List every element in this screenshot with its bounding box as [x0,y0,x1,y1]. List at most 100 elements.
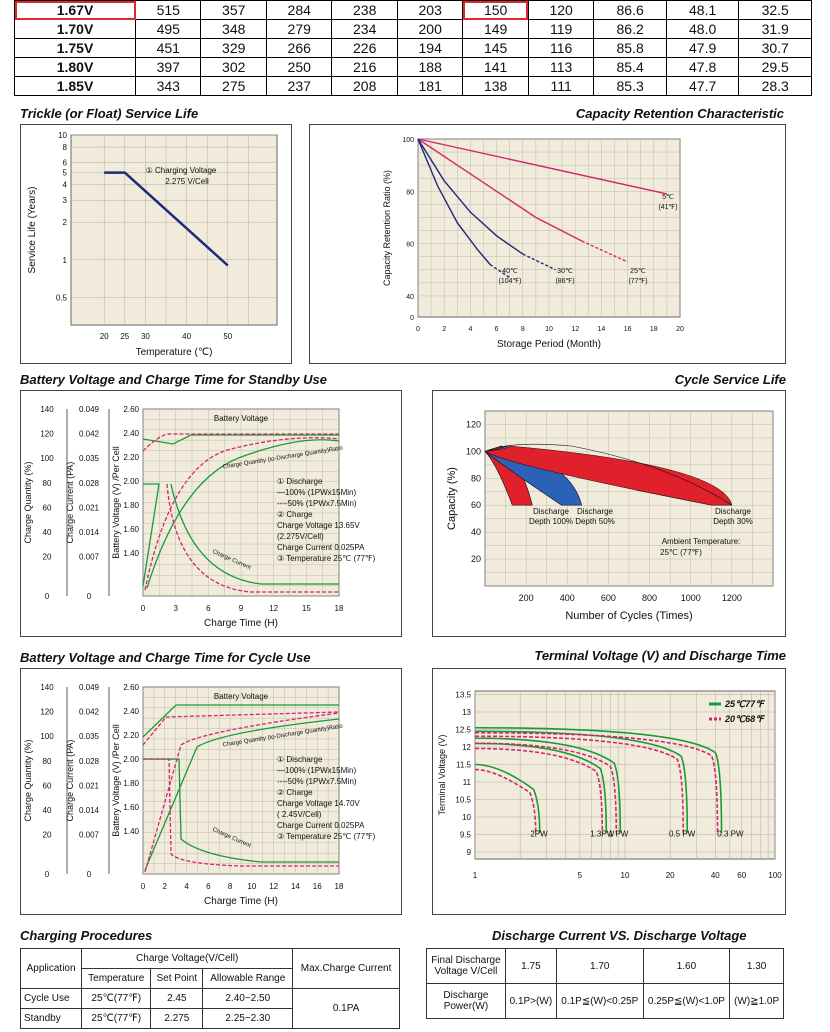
note-line: ( 2.45V/Cell) [277,810,322,819]
y3-tick-label: 2.20 [123,453,139,462]
series-line [417,138,668,195]
cycle-use-title: Battery Voltage and Charge Time for Cycl… [20,650,311,665]
dt-h1: Final Discharge [431,955,501,966]
table-cell: 181 [396,76,464,96]
y1-tick-label: 0 [45,592,50,601]
x-tick-label: 18 [650,326,658,333]
dt-p1: Discharge [443,990,489,1001]
table-cell: 119 [527,19,595,39]
y2-tick-label: 0.021 [79,781,100,790]
y1-tick-label: 60 [43,503,52,512]
trickle-title: Trickle (or Float) Service Life [20,106,199,121]
y3-tick-label: 2.40 [123,707,139,716]
series-label: 40℃ [502,268,518,275]
y1-tick-label: 140 [40,405,54,414]
table-cell: 200 [396,19,464,39]
battery-voltage-line [142,434,339,445]
battery-voltage-label: Battery Voltage [214,692,269,701]
x-tick-label: 14 [598,326,606,333]
dt-h2: Voltage V/Cell [434,966,498,977]
y-tick-label: 6 [63,159,68,168]
table-cell: 31.9 [738,19,812,39]
y-tick-label: 10 [58,131,67,140]
note-line: —100% (1PWx15Min) [277,766,356,775]
cycle-life-chart: 200 400 600 800 1000 1200 120 100 80 60 40 20 Number… [446,410,774,622]
y-tick-label: 13 [462,708,471,717]
voltage-curve-20 [474,735,685,833]
y-tick-label: 100 [402,137,414,144]
y1-axis-label: Charge Quantity (%) [23,739,33,821]
voltage-curve-20 [474,742,618,833]
charge-quantity-line-50 [144,712,340,873]
battery-voltage-label: Battery Voltage [214,414,269,423]
x-tick-label: 1200 [722,593,742,603]
series-label: Depth 30% [713,517,753,526]
table-cell: 397 [134,57,202,77]
y-tick-label: 3 [63,196,68,205]
note-line: ③ Temperature 25℃ (77℉) [277,832,376,841]
table-cell: 28.3 [738,76,812,96]
table-cell: 48.0 [665,19,740,39]
y-tick-label: 9.5 [460,831,472,840]
x-tick-label: 10 [545,326,553,333]
annotation: Ambient Temperature: [662,537,741,546]
dt-v0: 1.75 [504,948,557,984]
service-life-line [104,171,229,267]
series-label: 5℃ [662,194,674,201]
voltage-curve-20 [474,731,719,833]
series-label: (86℉) [555,278,574,285]
y3-tick-label: 2.00 [123,755,139,764]
y2-tick-label: 0 [87,870,92,879]
series-extension [581,240,628,263]
y-tick-label: 60 [406,242,414,249]
y2-tick-label: 0.007 [79,831,100,840]
charge-quantity-line-50 [144,437,340,591]
x-tick-label: 1 [473,871,478,880]
final-voltage-cell: 1.85V [14,76,136,96]
note-line: Charge Current 0.025PA [277,821,365,830]
series-line [417,138,524,255]
y-tick-label: 12.5 [455,726,471,735]
table-cell: 29.5 [738,57,812,77]
table-cell: 138 [462,76,529,96]
y-tick-label: 0.5 [56,293,68,302]
y-tick-label: 11.5 [456,761,472,770]
table-cell: 343 [134,76,202,96]
capacity-chart: 0 2 4 6 8 10 12 14 16 18 20 100 80 60 40 0 Storage Perio… [382,137,684,350]
charge-quantity-line [144,718,340,871]
y-tick-label: 40 [471,527,481,537]
dt-v1: 1.70 [555,948,644,984]
table-cell: 203 [396,0,464,20]
y2-tick-label: 0.014 [79,806,100,815]
final-voltage-cell: 1.75V [14,38,136,58]
x-tick-label: 20 [666,871,675,880]
trickle-chart: 20 25 30 40 50 10 8 65 4 3 2 1 0.5 Temperature (℃) Ser… [27,131,278,358]
x-axis-label: Number of Cycles (Times) [565,610,692,622]
y3-tick-label: 2.00 [123,477,139,486]
capacity-panel: 0 2 4 6 8 10 12 14 16 18 20 100 80 60 40 0 Storage Perio… [309,124,786,364]
y-tick-label: 12 [462,743,471,752]
table-cell: 250 [265,57,333,77]
y-tick-label: 1 [63,256,68,265]
y3-tick-label: 2.60 [123,405,139,414]
note-line: ----50% (1PWx7.5Min) [277,499,357,508]
envelope-line [484,443,733,506]
note-line: Charge Voltage 14.70V [277,799,360,808]
cycle-life-band [484,445,583,506]
legend-label: 20℃68℉ [724,714,765,724]
note-line: Charge Current 0.025PA [277,543,365,552]
y-tick-label: 9 [467,848,472,857]
series-label: (77℉) [628,278,647,285]
y-axis-label: Terminal Voltage (V) [437,734,447,815]
cycle-life-title: Cycle Service Life [674,372,786,387]
x-tick-label: 18 [335,882,344,891]
table-row: 1.75V 451 329 266 226 194 145 116 85.8 47.9 30.7 [14,38,812,58]
series-extension [522,253,556,271]
discharge-title: Discharge Current VS. Discharge Voltage [492,928,747,943]
table-cell: 357 [200,0,267,20]
cp-h-cv: Charge Voltage(V/Cell) [81,948,294,969]
table-cell: 47.9 [665,38,740,58]
table-cell: 145 [462,38,529,58]
y3-tick-label: 2.20 [123,731,139,740]
table-cell: 302 [200,57,267,77]
